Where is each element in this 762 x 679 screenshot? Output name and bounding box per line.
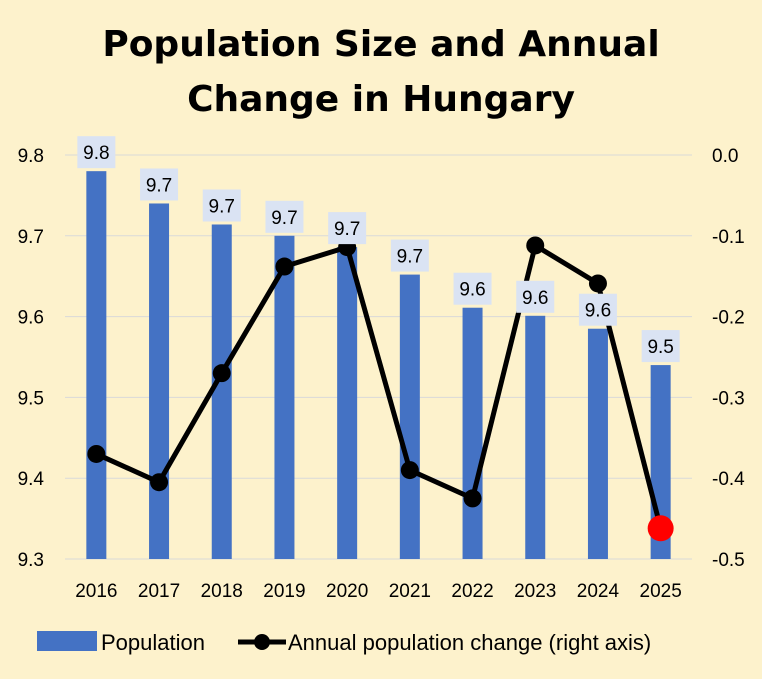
population-data-label: 9.7	[209, 196, 235, 217]
data-label-box	[140, 168, 179, 201]
data-label-box	[77, 136, 116, 169]
x-tick-label: 2022	[451, 581, 493, 602]
legend: Population Annual population change (rig…	[37, 630, 651, 655]
gridlines	[65, 154, 692, 560]
population-data-label: 9.7	[397, 247, 423, 268]
x-tick-label: 2016	[75, 581, 117, 602]
population-data-label: 9.7	[271, 208, 297, 229]
annual-change-point	[275, 257, 294, 276]
data-label-box	[453, 272, 492, 305]
x-tick-label: 2018	[201, 581, 243, 602]
population-bar	[399, 274, 420, 559]
chart-title-line-2: Change in Hungary	[187, 79, 575, 120]
data-label-box	[265, 200, 304, 233]
data-label-box	[516, 280, 555, 313]
x-tick-label: 2024	[577, 581, 620, 602]
right-tick-label: -0.5	[712, 550, 745, 571]
data-label-box	[390, 239, 429, 272]
right-tick-label: -0.4	[712, 469, 745, 490]
population-data-label: 9.7	[146, 175, 172, 196]
annual-change-line	[87, 236, 674, 542]
population-bar	[211, 224, 232, 559]
right-axis: -0.5 -0.4 -0.3 -0.2 -0.1 0.0	[712, 146, 745, 571]
annual-change-point	[463, 489, 482, 508]
x-tick-label: 2025	[640, 581, 682, 602]
annual-change-point	[400, 461, 419, 480]
annual-change-point	[212, 364, 231, 383]
data-label-box	[641, 330, 680, 363]
population-bar	[587, 328, 608, 559]
right-tick-label: -0.2	[712, 308, 745, 329]
data-label-box	[202, 189, 241, 222]
annual-change-point	[588, 274, 607, 293]
population-data-label: 9.6	[522, 288, 548, 309]
left-tick-label: 9.7	[18, 227, 44, 248]
x-tick-label: 2019	[263, 581, 305, 602]
annual-change-point	[87, 444, 106, 463]
population-bar	[86, 171, 107, 559]
legend-swatch-marker	[254, 634, 270, 650]
right-tick-label: -0.3	[712, 388, 745, 409]
population-data-label: 9.7	[334, 219, 360, 240]
left-tick-label: 9.4	[18, 469, 45, 490]
population-bar	[462, 307, 483, 559]
annual-change-point	[526, 236, 545, 255]
population-data-label: 9.8	[83, 143, 109, 164]
x-tick-label: 2023	[514, 581, 556, 602]
data-label-box	[578, 293, 617, 326]
left-axis: 9.3 9.4 9.5 9.6 9.7 9.8	[18, 146, 45, 571]
data-label-box	[328, 212, 367, 245]
annual-change-line-path	[95, 242, 664, 529]
left-tick-label: 9.8	[18, 146, 44, 167]
left-tick-label: 9.6	[18, 308, 44, 329]
x-axis: 2016 2017 2018 2019 2020 2021 2022 2023 2024 2025	[75, 581, 682, 602]
x-tick-label: 2020	[326, 581, 368, 602]
population-bar	[525, 315, 546, 559]
population-data-label: 9.6	[585, 301, 611, 322]
x-tick-label: 2021	[389, 581, 431, 602]
right-tick-label: 0.0	[712, 146, 738, 167]
population-data-label: 9.5	[647, 337, 673, 358]
right-tick-label: -0.1	[712, 227, 745, 248]
population-bar	[149, 203, 170, 560]
annual-change-point	[150, 473, 169, 492]
population-bar	[274, 235, 295, 560]
chart-title-line-1: Population Size and Annual	[102, 24, 659, 65]
chart-title: Population Size and Annual Change in Hun…	[102, 24, 659, 120]
population-bar	[337, 247, 358, 559]
legend-label-annual-change: Annual population change (right axis)	[288, 630, 651, 655]
legend-swatch-population	[37, 631, 97, 651]
legend-label-population: Population	[101, 630, 205, 655]
left-tick-label: 9.5	[18, 388, 44, 409]
left-tick-label: 9.3	[18, 550, 44, 571]
annual-change-point-highlight	[647, 515, 674, 542]
x-tick-label: 2017	[138, 581, 180, 602]
population-data-labels: 9.8 9.7 9.7 9.7 9.7 9.7 9.6 9.6 9.6 9.5	[77, 136, 680, 363]
population-data-label: 9.6	[459, 280, 485, 301]
